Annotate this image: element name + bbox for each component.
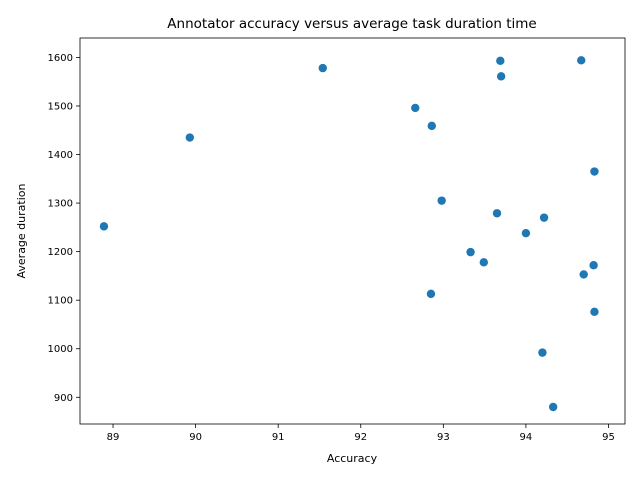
y-tick-label: 900 (54, 393, 73, 404)
x-axis-ticks: 89 90 91 92 93 94 95 (107, 424, 615, 443)
x-axis-title: Accuracy (327, 452, 378, 465)
data-point (577, 56, 586, 65)
data-point (427, 121, 436, 131)
y-tick-label: 1100 (48, 296, 73, 307)
x-tick-label: 89 (107, 432, 120, 443)
y-axis-ticks: 900 1000 1100 1200 1300 1400 1500 1600 (48, 53, 80, 404)
data-point (590, 167, 599, 176)
data-point (539, 213, 549, 222)
x-tick-label: 92 (354, 432, 367, 443)
y-tick-label: 1300 (48, 199, 73, 210)
data-point (496, 72, 506, 81)
data-point (479, 258, 488, 267)
data-point (590, 307, 599, 317)
y-axis-title: Average duration (15, 184, 28, 279)
data-point (411, 103, 420, 113)
data-point (496, 56, 505, 66)
plot-area (99, 56, 599, 412)
data-point (589, 261, 598, 270)
data-point (466, 247, 475, 257)
data-point (579, 270, 588, 279)
y-tick-label: 1200 (48, 247, 73, 258)
data-point (185, 133, 195, 142)
data-point (492, 209, 502, 218)
y-tick-label: 1000 (48, 344, 73, 355)
data-point (426, 289, 436, 299)
x-tick-label: 93 (437, 432, 450, 443)
data-point (99, 222, 109, 231)
x-tick-label: 91 (272, 432, 285, 443)
plot-frame (79, 37, 626, 425)
y-tick-label: 1400 (48, 150, 73, 161)
y-tick-label: 1600 (48, 53, 73, 64)
x-tick-label: 90 (189, 432, 202, 443)
data-point (521, 228, 531, 238)
data-point (318, 63, 327, 73)
chart-title: Annotator accuracy versus average task d… (167, 16, 536, 32)
x-tick-label: 94 (520, 432, 533, 443)
x-tick-label: 95 (602, 432, 615, 443)
data-point (548, 402, 558, 412)
y-tick-label: 1500 (48, 101, 73, 112)
data-point (538, 348, 547, 357)
data-point (437, 196, 446, 205)
